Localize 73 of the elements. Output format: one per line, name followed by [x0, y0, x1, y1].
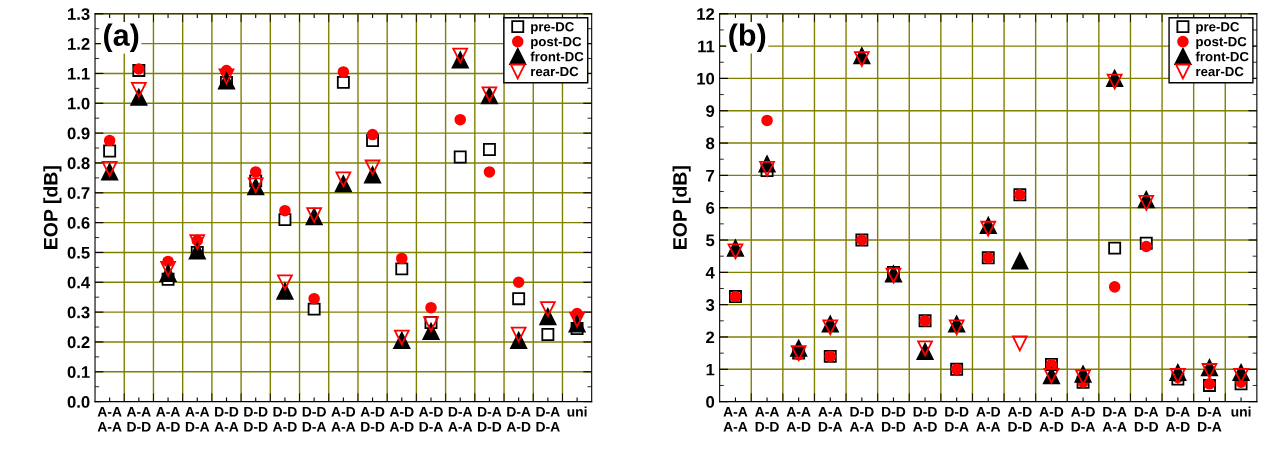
y-tick-label: 5	[706, 234, 715, 247]
x-tick-label: D-A D-A	[1198, 407, 1222, 432]
x-tick-label: A-A A-A	[723, 407, 748, 432]
y-tick-label: 0.0	[67, 396, 90, 408]
y-tick-label: 7	[706, 169, 715, 182]
y-tick-label: 0.5	[67, 246, 90, 259]
x-tick-label: uni	[1231, 406, 1251, 417]
y-tick-label: 12	[697, 8, 715, 20]
legend-label: pre-DC	[1196, 22, 1240, 34]
y-tick-label: 0.1	[67, 366, 90, 378]
x-tick-label: D-D D-D	[882, 407, 906, 432]
x-tick-label: D-A D-A	[536, 407, 560, 432]
x-tick-label: D-A A-A	[448, 407, 473, 432]
x-tick-label: A-D A-A	[976, 407, 1001, 432]
x-tick-label: A-D D-A	[419, 407, 443, 432]
x-tick-label: A-D A-A	[331, 407, 356, 432]
x-tick-label: D-A D-D	[478, 407, 502, 432]
y-tick-label: 0.2	[67, 336, 90, 349]
x-tick-label: uni	[567, 406, 587, 417]
x-tick-label: D-A D-D	[1134, 407, 1159, 432]
y-tick-label: 6	[706, 202, 715, 214]
y-tick-label: 11	[698, 40, 715, 53]
y-tick-label: 0.9	[67, 127, 90, 140]
y-tick-label: 0.7	[67, 187, 90, 199]
x-tick-label: D-D A-D	[272, 407, 297, 432]
y-tick-label: 1.2	[68, 38, 90, 50]
x-tick-label: A-A A-A	[97, 407, 122, 432]
x-tick-label: A-A D-A	[818, 407, 843, 432]
y-tick-label: 8	[706, 137, 715, 150]
y-tick-label: 2	[706, 331, 715, 344]
x-tick-label: A-A A-D	[156, 407, 181, 432]
x-tick-label: D-A A-A	[1102, 407, 1127, 432]
y-tick-label: 0.4	[67, 276, 91, 289]
x-tick-label: A-A D-D	[755, 407, 780, 432]
legend-label: post-DC	[531, 36, 582, 49]
legend-label: pre-DC	[531, 22, 574, 34]
legend-label: post-DC	[1196, 36, 1247, 49]
x-tick-label: D-D A-A	[849, 407, 874, 432]
x-tick-label: A-D A-D	[1039, 407, 1064, 432]
y-tick-label: 4	[705, 266, 715, 279]
y-tick-label: 0	[706, 396, 715, 408]
y-axis-title: EOP [dB]	[43, 166, 62, 249]
y-tick-label: 1.1	[68, 68, 90, 80]
x-tick-label: A-A A-D	[786, 407, 811, 432]
y-tick-label: 0.6	[67, 217, 90, 229]
x-tick-label: D-D D-D	[244, 407, 268, 432]
x-tick-label: D-D D-A	[945, 407, 969, 432]
y-tick-label: 1	[706, 363, 715, 376]
y-tick-label: 1.3	[68, 8, 90, 20]
legend-label: rear-DC	[1196, 66, 1244, 77]
x-tick-label: A-A D-D	[126, 407, 151, 432]
annotation: (b)	[729, 23, 766, 52]
x-tick-label: A-D D-D	[360, 407, 385, 432]
y-tick-label: 1.0	[68, 97, 90, 110]
legend-label: front-DC	[530, 51, 584, 62]
x-tick-label: A-D A-D	[389, 407, 414, 432]
x-tick-label: D-D D-A	[302, 407, 327, 432]
x-tick-label: D-D A-A	[214, 407, 239, 432]
y-tick-label: 10	[697, 72, 715, 85]
legend-label: rear-DC	[531, 66, 579, 77]
x-tick-label: A-A D-A	[185, 407, 210, 432]
x-tick-label: D-A A-D	[1165, 407, 1190, 432]
y-tick-label: 0.3	[67, 306, 90, 319]
x-tick-label: A-D D-A	[1071, 407, 1096, 432]
y-tick-label: 0.8	[67, 157, 90, 170]
y-tick-label: 9	[706, 105, 715, 117]
x-tick-label: D-D A-D	[913, 407, 937, 432]
x-tick-label: D-A A-D	[506, 407, 531, 432]
x-tick-label: A-D D-D	[1007, 407, 1032, 432]
legend-label: front-DC	[1195, 51, 1249, 62]
annotation: (a)	[104, 23, 139, 52]
y-tick-label: 3	[705, 299, 715, 311]
y-axis-title: EOP [dB]	[672, 166, 691, 249]
